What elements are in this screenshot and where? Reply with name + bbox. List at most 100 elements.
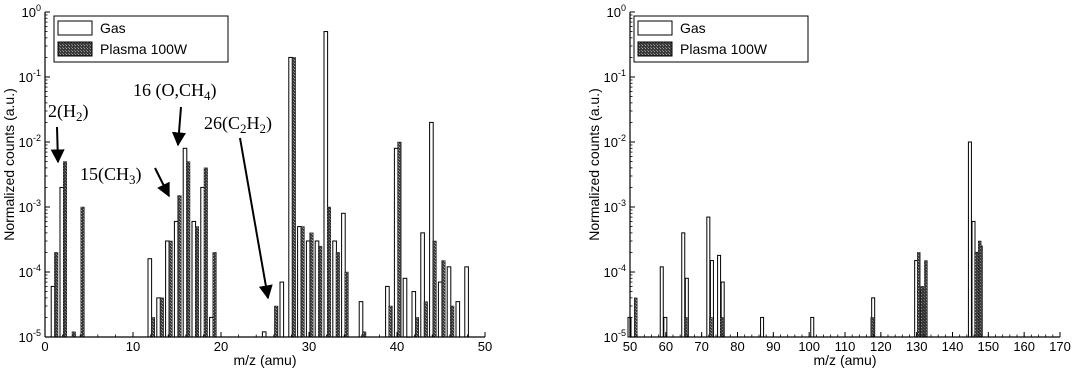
annotation-sub: 3 bbox=[129, 172, 136, 187]
y-tick-base: 10 bbox=[19, 265, 33, 280]
bar-plasma bbox=[415, 317, 420, 338]
y-tick-exp: 0 bbox=[621, 3, 626, 13]
annotations: 2(H2)15(CH3)16 (O,CH4)26(C2H2) bbox=[48, 80, 273, 300]
x-tick-label: 30 bbox=[302, 339, 316, 354]
legend-swatch-plasma bbox=[637, 41, 673, 57]
y-tick-exp: -5 bbox=[618, 328, 626, 338]
legend-label-plasma: Plasma 100W bbox=[100, 41, 188, 57]
y-tick-label: 10-5 bbox=[19, 328, 41, 345]
bar-plasma bbox=[920, 286, 925, 338]
x-tick-label: 150 bbox=[977, 339, 999, 354]
annotation-mz: 15 bbox=[80, 164, 98, 184]
bar-gas bbox=[810, 316, 815, 338]
y-tick-base: 10 bbox=[607, 5, 621, 20]
legend-swatch-gas bbox=[57, 20, 93, 36]
y-tick-exp: -2 bbox=[618, 133, 626, 143]
y-tick-base: 10 bbox=[19, 135, 33, 150]
x-tick-label: 170 bbox=[1049, 339, 1071, 354]
bar-plasma bbox=[212, 252, 217, 338]
annotation-open: ( bbox=[98, 164, 104, 185]
bar-plasma bbox=[870, 317, 874, 338]
bar-gas bbox=[464, 266, 469, 338]
bar-plasma bbox=[719, 317, 724, 338]
x-tick-label: 20 bbox=[214, 339, 228, 354]
annotation-label: 15(CH3) bbox=[80, 164, 142, 187]
bar-plasma bbox=[633, 297, 638, 338]
bar-plasma bbox=[684, 317, 688, 338]
y-tick-base: 10 bbox=[604, 135, 618, 150]
annotation-open: ( bbox=[151, 80, 162, 101]
bar-plasma bbox=[423, 301, 428, 338]
y-tick-exp: -3 bbox=[618, 198, 626, 208]
bar-plasma bbox=[977, 240, 982, 338]
y-tick-label: 10-2 bbox=[19, 133, 41, 150]
x-tick-label: 40 bbox=[390, 339, 404, 354]
x-tick-label: 90 bbox=[766, 339, 780, 354]
bar-plasma bbox=[291, 57, 296, 338]
bar-gas bbox=[455, 301, 461, 338]
y-tick-exp: -2 bbox=[33, 133, 41, 143]
bar-plasma bbox=[54, 252, 59, 338]
x-tick-label: 130 bbox=[906, 339, 928, 354]
annotation-species: C bbox=[228, 113, 240, 133]
annotation-arrow bbox=[50, 126, 65, 164]
legend-swatch-gas bbox=[637, 20, 673, 36]
y-axis-label: Normalized counts (a.u.) bbox=[586, 88, 602, 241]
annotation-label: 2(H2) bbox=[48, 101, 89, 124]
annotation-label: 26(C2H2) bbox=[204, 113, 272, 136]
y-tick-label: 10-5 bbox=[604, 328, 626, 345]
legend-label-gas: Gas bbox=[680, 20, 706, 36]
bar-plasma bbox=[924, 260, 928, 338]
x-tick-label: 0 bbox=[41, 339, 48, 354]
x-axis-label: m/z (amu) bbox=[234, 352, 297, 368]
bar-plasma bbox=[300, 226, 305, 338]
bar-plasma bbox=[168, 240, 173, 338]
y-tick-label: 10-4 bbox=[604, 263, 626, 280]
y-tick-label: 10-1 bbox=[19, 68, 41, 85]
y-tick-exp: -1 bbox=[618, 68, 626, 78]
bar-plasma bbox=[432, 240, 437, 338]
x-tick-label: 100 bbox=[798, 339, 820, 354]
y-tick-exp: -4 bbox=[33, 263, 41, 273]
series-group bbox=[627, 141, 983, 338]
annotation-species: CH bbox=[104, 164, 129, 184]
annotation-species: H bbox=[63, 101, 76, 121]
bar-plasma bbox=[177, 195, 182, 338]
y-tick-label: 10-4 bbox=[19, 263, 41, 280]
y-tick-label: 100 bbox=[22, 3, 41, 20]
bar-plasma bbox=[186, 161, 191, 338]
annotation-label: 16 (O,CH4) bbox=[133, 80, 217, 103]
bar-plasma bbox=[974, 252, 978, 338]
legend: Gas Plasma 100W bbox=[633, 15, 809, 63]
annotation-sub: 2 bbox=[76, 109, 83, 124]
bar-plasma bbox=[362, 331, 367, 338]
bar-plasma bbox=[71, 331, 76, 338]
annotation-arrow bbox=[172, 106, 186, 147]
bar-gas bbox=[261, 331, 267, 338]
annotation-sub2: 2 bbox=[260, 121, 267, 136]
series-group bbox=[50, 31, 469, 338]
bar-plasma bbox=[274, 305, 279, 338]
chart-right: 50 60 70 80 90 100 110 120 130 140 150 160 17010-510… bbox=[586, 3, 1071, 368]
legend-swatch-plasma bbox=[57, 41, 93, 57]
bar-plasma bbox=[441, 260, 446, 338]
legend: Gas Plasma 100W bbox=[53, 15, 229, 63]
bar-plasma bbox=[397, 141, 402, 338]
bar-plasma bbox=[318, 245, 323, 338]
annotation-close: ) bbox=[83, 101, 89, 122]
bar-plasma bbox=[309, 232, 314, 338]
bar-plasma bbox=[388, 305, 393, 338]
x-tick-label: 60 bbox=[659, 339, 673, 354]
bar-plasma bbox=[450, 305, 455, 338]
bar-plasma bbox=[917, 252, 921, 338]
y-tick-base: 10 bbox=[19, 200, 33, 215]
annotation-mz: 2 bbox=[48, 101, 57, 121]
bar-plasma bbox=[159, 297, 164, 338]
y-tick-exp: -1 bbox=[33, 68, 41, 78]
annotation-close: ) bbox=[211, 80, 217, 101]
y-tick-label: 10-3 bbox=[19, 198, 41, 215]
y-tick-exp: -4 bbox=[618, 263, 626, 273]
y-tick-label: 10-1 bbox=[604, 68, 626, 85]
annotation-mz: 16 bbox=[133, 80, 151, 100]
